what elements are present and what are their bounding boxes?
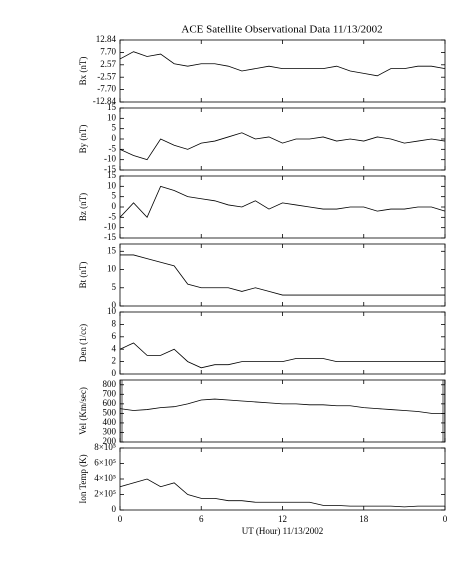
- data-line: [119, 342, 445, 369]
- data-line: [120, 254, 445, 296]
- y-tick-label: 6: [112, 331, 117, 341]
- y-axis-label: Bx (nT): [78, 57, 88, 86]
- data-line: [119, 185, 446, 219]
- chart-title: ACE Satellite Observational Data 11/13/2…: [181, 24, 382, 36]
- x-tick-label: 18: [359, 514, 369, 524]
- y-axis-label: Ion Temp (K): [78, 454, 88, 503]
- y-tick-label: 10: [107, 264, 117, 274]
- y-tick-label: 8×10⁵: [94, 442, 116, 452]
- x-axis-label: UT (Hour) 11/13/2002: [242, 526, 324, 536]
- y-tick-label: 2×10⁵: [94, 489, 116, 499]
- y-tick-label: 5: [112, 123, 117, 133]
- y-tick-label: 0: [112, 201, 117, 211]
- y-tick-label: 500: [103, 407, 117, 417]
- y-tick-label: 8: [112, 318, 117, 328]
- y-tick-label: 600: [103, 398, 117, 408]
- edge-bar: [120, 380, 123, 442]
- y-tick-label: 7.70: [100, 46, 116, 56]
- panel-frame: [119, 379, 446, 443]
- y-tick-label: 300: [103, 427, 117, 437]
- y-axis-label: Den (1/cc): [78, 324, 88, 362]
- y-tick-label: 15: [107, 245, 117, 255]
- y-tick-label: -10: [104, 154, 116, 164]
- x-tick-label: 6: [199, 514, 204, 524]
- y-tick-label: 5: [112, 282, 117, 292]
- y-tick-label: 10: [107, 112, 117, 122]
- y-tick-label: -15: [104, 164, 116, 174]
- y-axis-label: By (nT): [78, 125, 88, 154]
- y-tick-label: 15: [107, 170, 117, 180]
- y-tick-label: 400: [103, 417, 117, 427]
- y-tick-label: -10: [104, 222, 116, 232]
- y-tick-label: 4: [112, 343, 117, 353]
- x-tick-label: 0: [443, 514, 448, 524]
- y-tick-label: 0: [112, 133, 117, 143]
- x-tick-label: 12: [278, 514, 287, 524]
- y-tick-label: 2.57: [100, 59, 116, 69]
- panel-frame: [119, 447, 446, 511]
- y-tick-label: 700: [103, 388, 117, 398]
- edge-bar: [442, 380, 445, 442]
- y-tick-label: -7.70: [97, 84, 116, 94]
- y-tick-label: 0: [112, 368, 117, 378]
- y-tick-label: 0: [112, 300, 117, 310]
- y-tick-label: -15: [104, 232, 116, 242]
- y-tick-label: 6×10⁵: [94, 458, 116, 468]
- y-tick-label: 200: [103, 436, 117, 446]
- y-tick-label: -2.57: [97, 71, 116, 81]
- y-tick-label: 10: [107, 306, 117, 316]
- panel-frame: [119, 107, 446, 171]
- y-tick-label: 15: [107, 102, 117, 112]
- panel-frame: [119, 243, 446, 307]
- data-line: [119, 132, 446, 161]
- data-line: [119, 398, 445, 414]
- y-tick-label: -5: [109, 143, 117, 153]
- panel-frame: [119, 311, 446, 375]
- data-line: [119, 51, 446, 77]
- panel-frame: [119, 175, 446, 239]
- y-tick-label: 12.84: [96, 34, 117, 44]
- y-tick-label: 10: [107, 180, 117, 190]
- y-tick-label: 800: [103, 379, 117, 389]
- y-tick-label: 4×10⁵: [94, 473, 116, 483]
- panel-frame: [119, 39, 446, 103]
- y-tick-label: -5: [109, 211, 117, 221]
- y-axis-label: Bz (nT): [78, 193, 88, 221]
- y-axis-label: Vel (Km/sec): [78, 387, 88, 435]
- y-tick-label: 0: [112, 504, 117, 514]
- y-tick-label: 5: [112, 191, 117, 201]
- x-tick-label: 0: [118, 514, 123, 524]
- data-line: [119, 478, 445, 508]
- y-axis-label: Bt (nT): [78, 262, 88, 289]
- y-tick-label: 2: [112, 356, 117, 366]
- y-tick-label: -12.84: [93, 96, 117, 106]
